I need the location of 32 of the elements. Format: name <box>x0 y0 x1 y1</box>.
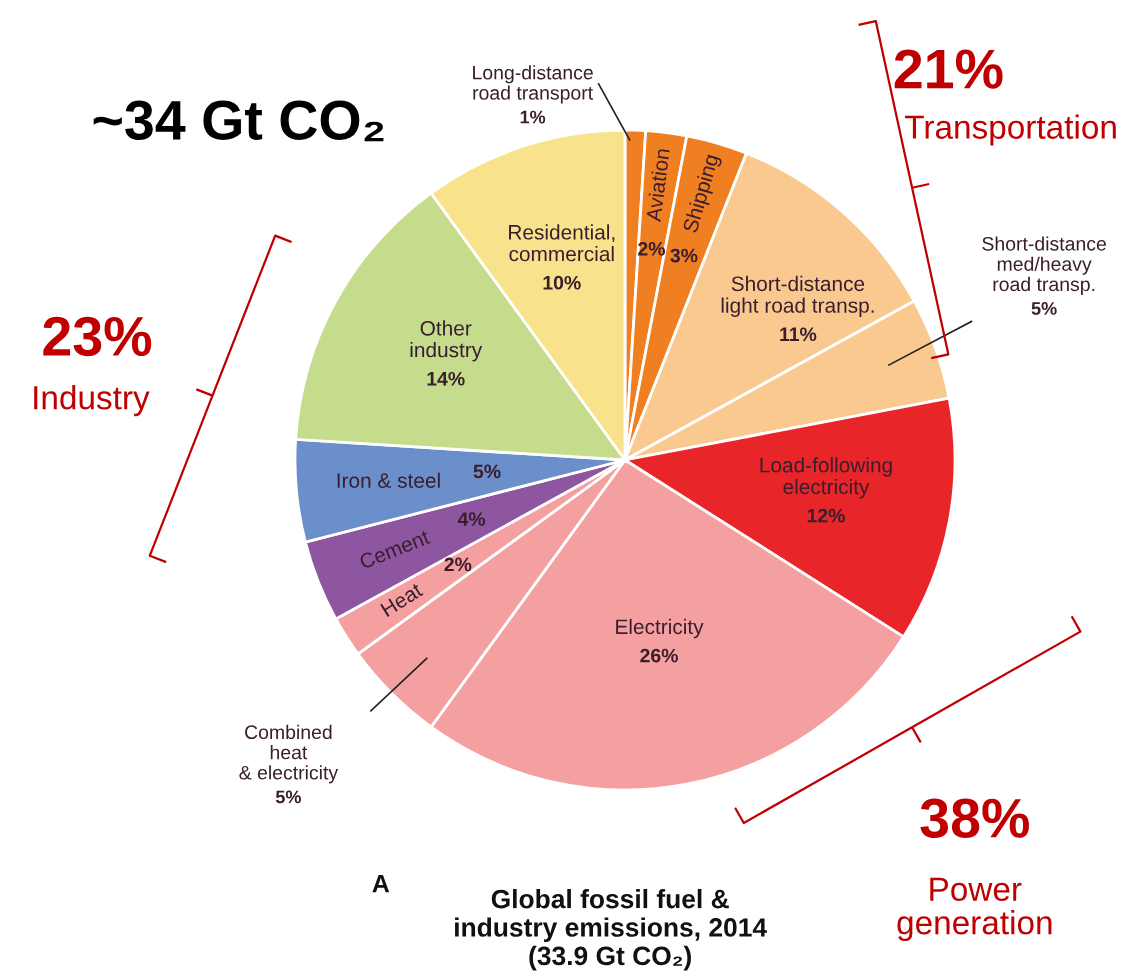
slice-label: Load-following electricity <box>760 457 892 499</box>
data-label: 26% <box>640 648 678 663</box>
text: 21% <box>894 49 1003 89</box>
data-label: 11% <box>780 327 817 342</box>
slice-label: Heat <box>380 582 424 618</box>
data-label: 1% <box>520 110 546 124</box>
slice-label: Short-distance med/heavy road transp. <box>982 236 1106 295</box>
text: Transportation <box>905 114 1116 146</box>
data-label: 5% <box>1031 302 1057 315</box>
slice-label: Aviation <box>645 148 670 223</box>
text: Power generation <box>897 877 1052 942</box>
data-label: 2% <box>444 557 472 572</box>
data-label: 12% <box>807 508 845 523</box>
slice-label: Short-distance light road transp. <box>721 275 874 317</box>
text: 23% <box>43 316 152 357</box>
slice-label: Electricity <box>616 618 704 639</box>
data-label: 10% <box>543 275 581 290</box>
data-label: 3% <box>670 248 698 263</box>
slice-label: Residential, commercial <box>509 224 615 262</box>
text: Industry <box>34 385 150 417</box>
slice-label: Long-distance road transport <box>473 65 593 104</box>
slice-label: Other industry <box>410 320 483 362</box>
data-label: 5% <box>473 464 501 479</box>
text: ~34 Gt CO₂ <box>93 100 384 142</box>
data-label: 4% <box>457 512 486 526</box>
text: A <box>372 874 390 893</box>
data-label: 5% <box>275 790 301 804</box>
data-label: 14% <box>427 371 465 386</box>
text: 38% <box>920 798 1029 838</box>
text: Global fossil fuel & industry emissions, 2014 (33.9 Gt CO₂) <box>455 889 767 971</box>
slice-label: Combined heat & electricity <box>239 724 339 784</box>
slice-label: Iron & steel <box>337 472 440 488</box>
